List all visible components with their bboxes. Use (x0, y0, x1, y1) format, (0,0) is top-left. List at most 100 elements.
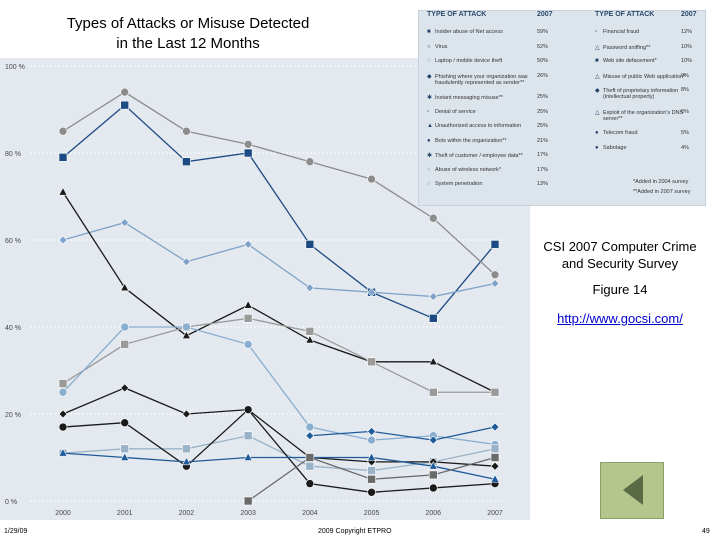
legend-item-value: 13% (537, 181, 549, 187)
series-line (62, 387, 496, 467)
legend-item-label: Password sniffing** (603, 44, 651, 51)
legend-header-year: 2007 (681, 11, 697, 18)
legend-item-value: 12% (681, 29, 693, 35)
legend-item-value: 50% (537, 58, 549, 64)
legend-item-label: Web site defacement* (603, 58, 657, 64)
legend-item: ● Bots within the organization** (427, 138, 507, 144)
data-point (58, 448, 68, 457)
legend-item-value: 21% (537, 137, 549, 144)
data-point (490, 279, 500, 288)
data-point (305, 422, 315, 432)
data-point (490, 240, 500, 249)
legend-item-value: 5% (681, 130, 689, 136)
legend-item-label-line2: (intellectual property) (603, 94, 655, 100)
series-line (62, 221, 496, 298)
data-point (305, 431, 315, 441)
circle-light-icon: ◌ (427, 166, 431, 173)
data-point (428, 483, 438, 493)
figure-label: Figure 14 (592, 282, 648, 297)
data-point (367, 452, 377, 461)
series-line (62, 326, 496, 446)
data-point (120, 322, 130, 332)
data-point (243, 300, 253, 309)
legend-item-label: System penetration (435, 181, 483, 187)
legend-item: ○ Virus (427, 44, 447, 50)
x-tick-label: 2000 (55, 510, 71, 517)
star-icon: ✱ (427, 95, 433, 101)
square-filled-icon: ■ (427, 29, 431, 35)
survey-line-2: and Security Survey (561, 256, 679, 271)
diamond-icon: ◆ (595, 88, 600, 94)
y-tick-label: 100 % (5, 64, 25, 71)
y-tick-label: 0 % (5, 499, 17, 506)
data-point (367, 487, 376, 497)
data-point (120, 383, 130, 393)
footer-page-number: 49 (702, 528, 710, 535)
circle-light-icon: ◌ (427, 58, 431, 64)
triangle-light-icon: △ (595, 109, 600, 116)
legend-item-label: Exploit of the organization's DNS (603, 109, 684, 116)
legend-item-value: 8% (681, 87, 689, 93)
data-point (367, 357, 376, 367)
series-line (62, 317, 495, 393)
star-icon: ✱ (427, 153, 433, 159)
back-arrow-icon (623, 475, 643, 505)
legend-item: △ Exploit of the organization's DNS (595, 109, 683, 116)
x-tick-label: 2004 (302, 510, 318, 517)
y-tick-label: 40 % (5, 325, 21, 332)
legend-item: ◆ Theft of proprietary information (595, 87, 678, 94)
series-line (309, 426, 496, 441)
legend-item-value: 9% (681, 72, 689, 79)
legend-item-value: 26% (537, 72, 549, 79)
series-line (62, 191, 496, 393)
triangle-open-icon: △ (595, 44, 600, 51)
data-point (243, 140, 253, 149)
data-point (490, 270, 500, 280)
legend-item-value: 25% (537, 94, 549, 100)
data-point (58, 387, 68, 397)
legend-item-label: Theft of customer / employee data** (435, 153, 523, 159)
legend-item: ◌ Abuse of wireless network* (427, 167, 501, 173)
data-point (182, 157, 191, 166)
data-point (305, 334, 315, 344)
legend-item-label: Unauthorized access to information (435, 123, 522, 129)
data-point (305, 327, 315, 336)
circle-filled-icon: ● (595, 130, 599, 136)
legend-item: ◌ System penetration (427, 181, 482, 187)
legend-item-label-line2: server** (603, 115, 623, 122)
square-light-icon: ▫ (595, 29, 598, 35)
legend-item-label: Denial of service (435, 108, 476, 115)
data-point (305, 453, 315, 462)
data-point (58, 126, 68, 136)
data-point (243, 452, 253, 461)
x-tick-label: 2003 (240, 510, 256, 517)
survey-line-1: CSI 2007 Computer Crime (543, 239, 697, 254)
y-tick-label: 80 % (5, 151, 21, 158)
legend-panel: TYPE OF ATTACK 2007 TYPE OF ATTACK 2007 ■ Ins… (418, 10, 706, 206)
legend-item-label: Bots within the organization** (435, 137, 507, 144)
data-point (428, 470, 438, 480)
legend-item-value: 6% (681, 108, 689, 115)
legend-item: △ Password sniffing** (595, 44, 650, 51)
legend-item-label: Sabotage (603, 144, 627, 151)
data-point (305, 479, 315, 488)
data-point (120, 87, 130, 97)
data-point (490, 453, 500, 462)
data-point (428, 356, 438, 366)
data-point (243, 405, 253, 414)
data-point (120, 100, 130, 110)
legend-item-value: 10% (681, 58, 693, 64)
survey-caption: CSI 2007 Computer Crime and Security Sur… (520, 238, 720, 272)
legend-item: ● Sabotage (595, 145, 627, 151)
legend-item: ◆ Phishing where your organization was (427, 73, 528, 80)
data-point (367, 466, 376, 475)
legend-item: ◌ Laptop / mobile device theft (427, 58, 502, 64)
series-line (62, 408, 496, 493)
circle-open-icon: ○ (427, 43, 431, 50)
source-link[interactable]: http://www.gocsi.com/ (557, 311, 683, 326)
back-button[interactable] (600, 462, 664, 519)
legend-item-value: 17% (537, 166, 549, 173)
footer-date: 1/29/09 (4, 528, 28, 535)
x-tick-label: 2002 (179, 510, 195, 517)
legend-item: △ Misuse of public Web application* (595, 73, 685, 80)
